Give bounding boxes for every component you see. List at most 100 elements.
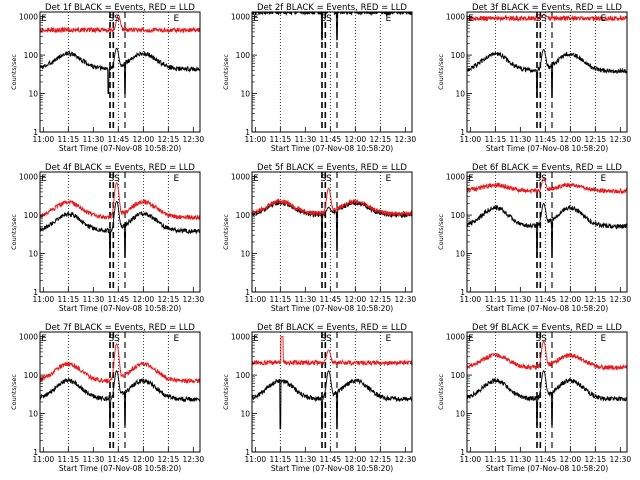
x-tick-label: 11:30 [83,295,105,304]
x-tick-label: 11:45 [108,295,130,304]
x-tick-label: 11:00 [33,455,55,464]
y-tick-label: 100 [451,211,466,220]
x-tick-label: 11:15 [485,455,507,464]
y-tick-label: 1 [245,128,250,137]
plot-frame [39,11,201,133]
y-tick-label: 1 [33,128,38,137]
y-tick-label: 10 [28,250,38,259]
x-tick-label: 11:45 [535,455,557,464]
marker-label: E [385,14,391,24]
x-axis-label: Start Time (07-Nov-08 10:58:20) [486,304,608,313]
y-tick-label: 1000 [446,333,465,342]
x-axis-label: Start Time (07-Nov-08 10:58:20) [486,144,608,153]
marker-label: SS [535,334,547,344]
x-tick-label: 12:30 [610,135,632,144]
chart-title: Det 6f BLACK = Events, RED = LLD [472,163,622,173]
y-axis-label: Counts/sec [10,214,18,250]
chart-title: Det 7f BLACK = Events, RED = LLD [45,323,195,333]
y-tick-label: 10 [455,410,465,419]
x-axis-label: Start Time (07-Nov-08 10:58:20) [271,144,393,153]
plot-frame [39,171,201,293]
x-tick-label: 12:30 [395,295,417,304]
x-tick-label: 11:30 [83,135,105,144]
plot-frame [466,11,628,133]
marker-label: E [41,174,47,184]
x-tick-label: 11:45 [320,455,342,464]
plot-frame [466,171,628,293]
y-tick-label: 1 [460,448,465,457]
series-line-lld [467,13,627,23]
x-tick-label: 11:15 [270,455,292,464]
plot-frame [251,171,413,293]
chart-title: Det 4f BLACK = Events, RED = LLD [45,163,195,173]
plot-frame [251,331,413,453]
x-tick-label: 11:15 [58,135,80,144]
x-axis-label: Start Time (07-Nov-08 10:58:20) [271,304,393,313]
x-tick-label: 12:30 [183,295,205,304]
y-axis-label: Counts/sec [10,54,18,90]
series-line-lld [40,14,200,34]
series-line-events [467,48,627,98]
y-tick-label: 1 [245,288,250,297]
y-tick-label: 100 [451,51,466,60]
x-tick-label: 11:30 [295,455,317,464]
x-tick-label: 12:15 [370,455,392,464]
y-tick-label: 100 [236,51,251,60]
x-tick-label: 12:15 [585,135,607,144]
marker-label: E [468,174,474,184]
x-tick-label: 12:30 [183,135,205,144]
marker-label: E [468,14,474,24]
x-tick-label: 12:15 [158,295,180,304]
x-tick-label: 12:00 [560,295,582,304]
marker-label: E [385,334,391,344]
y-tick-label: 1 [33,288,38,297]
y-tick-label: 100 [236,211,251,220]
chart-title: Det 8f BLACK = Events, RED = LLD [257,323,407,333]
x-axis-label: Start Time (07-Nov-08 10:58:20) [59,144,181,153]
x-tick-label: 11:00 [245,295,267,304]
x-tick-label: 11:45 [108,135,130,144]
x-tick-label: 12:00 [133,295,155,304]
y-axis-label: Counts/sec [437,214,445,250]
x-tick-label: 11:30 [510,455,532,464]
x-tick-label: 12:15 [585,295,607,304]
x-tick-label: 11:15 [58,455,80,464]
y-tick-label: 10 [240,410,250,419]
x-tick-label: 12:30 [610,455,632,464]
x-tick-label: 11:45 [320,295,342,304]
y-axis-label: Counts/sec [437,54,445,90]
series-line-events [40,370,200,426]
x-tick-label: 12:30 [395,135,417,144]
x-tick-label: 12:15 [370,295,392,304]
x-tick-label: 11:45 [535,135,557,144]
marker-label: E [41,14,47,24]
series-line-lld [467,340,627,371]
x-tick-label: 11:00 [245,455,267,464]
x-tick-label: 11:45 [535,295,557,304]
x-tick-label: 12:00 [345,135,367,144]
marker-label: SS [320,334,332,344]
marker-label: E [253,14,259,24]
marker-label: E [253,334,259,344]
marker-label: E [385,174,391,184]
x-tick-label: 11:30 [510,295,532,304]
x-tick-label: 11:00 [33,295,55,304]
chart-title: Det 9f BLACK = Events, RED = LLD [472,323,622,333]
y-tick-label: 1000 [19,333,38,342]
y-tick-label: 1 [460,288,465,297]
x-tick-label: 11:15 [270,295,292,304]
x-tick-label: 12:15 [158,455,180,464]
y-tick-label: 100 [24,211,39,220]
x-tick-label: 11:30 [83,455,105,464]
y-tick-label: 1000 [19,173,38,182]
y-tick-label: 1000 [231,173,250,182]
marker-label: SS [535,174,547,184]
x-tick-label: 11:30 [295,295,317,304]
